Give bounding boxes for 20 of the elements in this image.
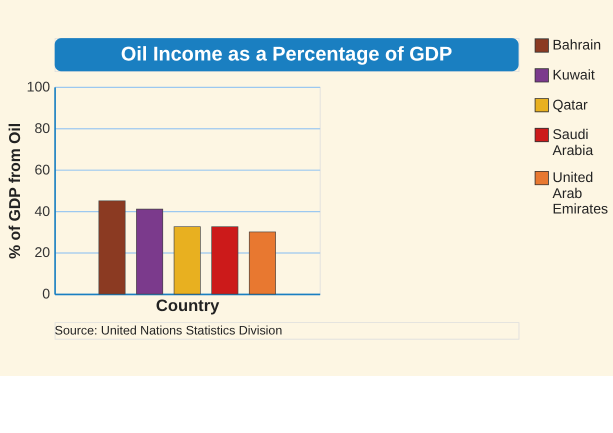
legend-label: Qatar <box>552 96 588 112</box>
x-axis-title: Country <box>156 296 220 316</box>
y-tick-label: 20 <box>34 244 50 260</box>
source-note: Source: United Nations Statistics Division <box>54 324 282 338</box>
bar <box>174 226 201 294</box>
bar <box>248 232 276 294</box>
y-tick-label: 40 <box>34 202 50 219</box>
legend-label: Bahrain <box>552 36 602 53</box>
bar <box>211 226 238 294</box>
y-tick-label: 100 <box>26 78 50 94</box>
chart-title: Oil Income as a Percentage of GDP <box>120 43 452 66</box>
y-tick-label: 60 <box>34 161 50 178</box>
legend-label: United Arab Emirates <box>552 169 608 217</box>
legend-label: Saudi Arabia <box>552 126 594 158</box>
y-axis-title: % of GDP from Oil <box>6 122 24 259</box>
bar <box>98 200 126 294</box>
y-tick-label: 0 <box>42 286 50 302</box>
legend-label: Kuwait <box>552 66 595 82</box>
y-tick-label: 80 <box>34 120 50 136</box>
bar <box>136 208 164 294</box>
